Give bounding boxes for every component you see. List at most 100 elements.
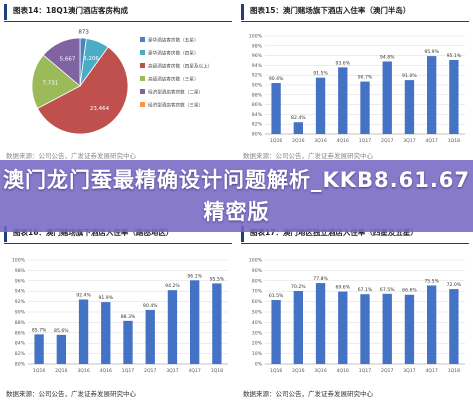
bar-data-label: 90.4% [143, 303, 158, 309]
bar [212, 283, 222, 364]
bar-data-label: 69.6% [335, 285, 350, 291]
y-tick-label: 88% [252, 92, 263, 98]
legend-label: 豪华酒店客房数（四星） [148, 50, 199, 57]
y-tick-label: 100% [12, 258, 26, 264]
bar-data-label: 85.6% [54, 328, 69, 334]
x-tick-label: 3Q16 [77, 368, 89, 374]
x-tick-label: 3Q16 [314, 138, 326, 144]
x-tick-label: 1Q17 [359, 368, 371, 374]
chart-source-14: 数据来源：公司公告，广发证券发展研究中心 [6, 152, 136, 160]
bar-data-label: 70.2% [291, 284, 306, 290]
y-tick-label: 30% [252, 330, 263, 336]
bar [78, 299, 89, 364]
y-tick-label: 80% [252, 278, 263, 284]
bar [101, 302, 111, 364]
chart-panel-14: 图表14：18Q1澳门酒店客房构成 873 3,206 23,464 7,731 5,6… [0, 0, 236, 160]
bar-chart-17: 100% 90% 80% 70% 60% 50% 40% 30% 20% 10% 0% 61.5% 1Q… [249, 258, 465, 374]
x-tick-label: 1Q17 [122, 368, 134, 374]
bar [271, 83, 281, 134]
overlay-title: 澳门龙门蚕最精确设计问题解析_KKB8.61.67精密版 [2, 168, 471, 224]
y-tick-label: 50% [252, 310, 263, 316]
bar [123, 320, 133, 364]
chart-title-14: 图表14：18Q1澳门酒店客房构成 [4, 4, 128, 20]
x-tick-label: 4Q17 [188, 368, 200, 374]
bar [293, 122, 303, 134]
legend-swatch [140, 89, 145, 94]
bar-data-label: 91.9% [98, 295, 113, 301]
pie-data-label: 5,667 [60, 57, 76, 63]
y-tick-label: 100% [249, 258, 263, 264]
overlay-banner: 澳门龙门蚕最精确设计问题解析_KKB8.61.67精密版 [0, 160, 473, 232]
pie-data-label: 873 [78, 30, 89, 36]
bar-data-label: 88.3% [121, 314, 136, 320]
bar-data-label: 82.4% [291, 115, 306, 121]
y-tick-label: 90% [15, 310, 26, 316]
legend-swatch [140, 76, 145, 81]
x-tick-label: 1Q17 [359, 138, 371, 144]
y-tick-label: 94% [252, 63, 263, 69]
legend-swatch [140, 63, 145, 68]
x-tick-label: 2Q17 [381, 138, 393, 144]
bar-data-label: 96.1% [187, 273, 202, 279]
y-tick-label: 40% [252, 320, 263, 326]
y-tick-label: 86% [15, 330, 26, 336]
bar-data-label: 91.0% [402, 73, 417, 79]
bar-data-label: 95.9% [424, 49, 439, 55]
legend-swatch [140, 50, 145, 55]
bar-chart-15: 100% 98% 96% 94% 92% 90% 88% 86% 84% 82% 80% 90.4% 1… [249, 34, 465, 144]
y-tick-label: 100% [249, 34, 263, 40]
bar [382, 61, 392, 135]
bar [360, 294, 370, 364]
y-tick-label: 84% [15, 341, 26, 347]
x-tick-label: 2Q16 [55, 368, 67, 374]
x-tick-label: 3Q17 [403, 368, 415, 374]
y-tick-label: 84% [252, 112, 263, 118]
bar [404, 80, 415, 134]
bar-data-label: 67.1% [358, 287, 373, 293]
chart-panel-16: 图表16：澳门赌场旗下酒店入住率（路氹地区） 100% 98% 96% 94% 92% 9… [0, 222, 236, 400]
bar-data-label: 61.5% [269, 293, 284, 299]
bar-data-label: 75.5% [424, 278, 439, 284]
y-tick-label: 82% [252, 122, 263, 128]
bar [145, 309, 155, 364]
chart-source-15: 数据来源：公司公告，广发证券发展研究中心 [243, 152, 373, 160]
y-tick-label: 86% [252, 102, 263, 108]
bar-data-label: 91.5% [313, 71, 328, 77]
bar-data-label: 95.5% [210, 276, 225, 282]
pie-chart-14: 873 3,206 23,464 7,731 5,667 豪华酒店客房数（五星） 豪华酒店客… [31, 30, 212, 135]
pie-slice [36, 46, 129, 135]
legend-label: 高级酒店客房数（三星） [148, 76, 199, 83]
bar [404, 294, 415, 364]
x-tick-label: 1Q18 [448, 368, 460, 374]
chart-panel-15: 图表15：澳门赌场旗下酒店入住率（澳门半岛） 100% 98% 96% 94% 92% 9… [237, 0, 473, 160]
x-tick-label: 1Q16 [270, 138, 282, 144]
bar-data-label: 94.2% [165, 283, 180, 289]
x-tick-label: 4Q16 [337, 368, 349, 374]
y-tick-label: 90% [252, 83, 263, 89]
chart-source-17: 数据来源：公司公告，广发证券发展研究中心 [243, 390, 373, 398]
x-tick-label: 4Q17 [425, 138, 437, 144]
x-tick-label: 1Q16 [33, 368, 45, 374]
y-tick-label: 82% [15, 351, 26, 357]
bar-data-label: 77.8% [313, 276, 328, 282]
pie-data-label: 3,206 [83, 56, 99, 62]
bar [449, 60, 459, 135]
x-tick-label: 2Q16 [292, 368, 304, 374]
bar [449, 289, 459, 364]
bar [34, 334, 44, 364]
bar-data-label: 95.1% [447, 53, 462, 59]
bar-data-label: 85.7% [32, 327, 47, 333]
bar [293, 290, 303, 364]
legend-label: 高级酒店客房数（四星及以上） [148, 63, 212, 70]
bar-data-label: 94.8% [380, 54, 395, 60]
bar-data-label: 90.4% [269, 76, 284, 82]
bar-chart-16: 100% 98% 96% 94% 92% 90% 88% 86% 84% 82% 80% 85.7% 1… [12, 258, 228, 374]
y-tick-label: 92% [252, 73, 263, 79]
y-tick-label: 98% [15, 268, 26, 274]
legend-label: 经济型酒店客房数（二星） [148, 89, 203, 96]
x-tick-label: 3Q17 [166, 368, 178, 374]
y-tick-label: 70% [252, 289, 263, 295]
y-tick-label: 80% [15, 362, 26, 368]
bar [315, 283, 326, 364]
title-rule-15 [241, 21, 469, 22]
